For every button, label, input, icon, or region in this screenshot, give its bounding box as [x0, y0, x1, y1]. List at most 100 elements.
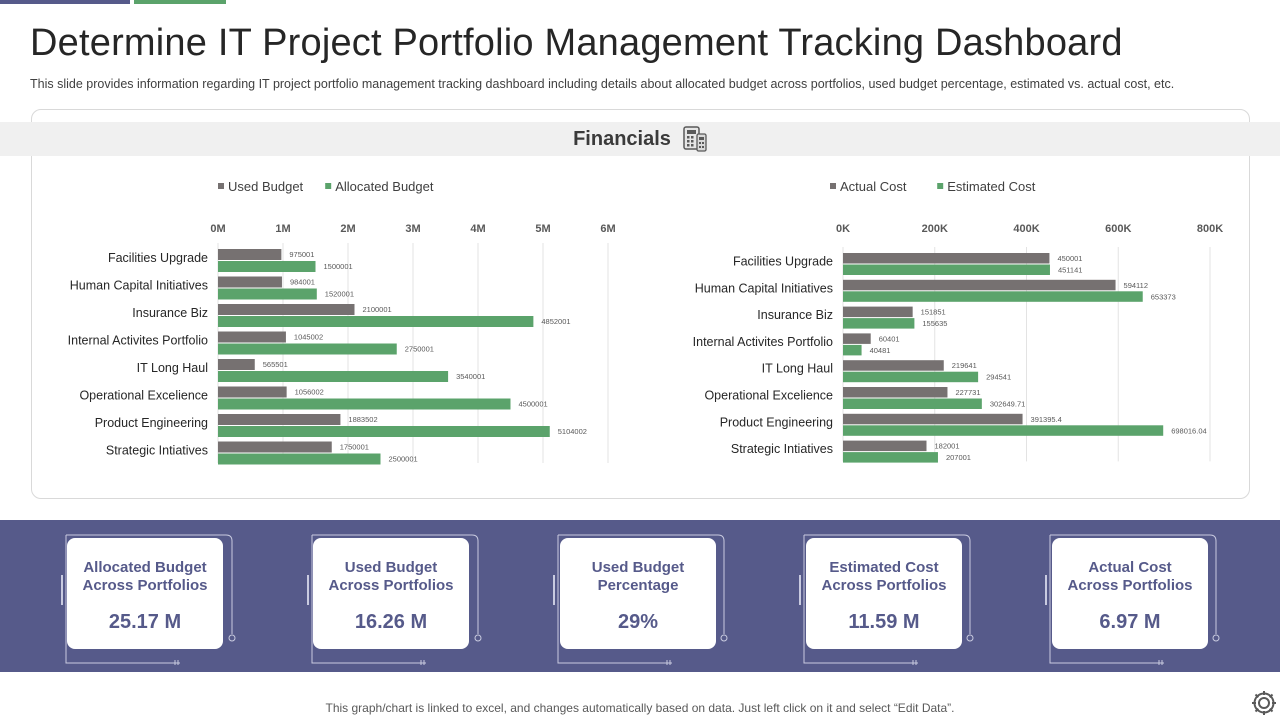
bar-used-budget	[218, 331, 286, 343]
data-label: 302649.71	[990, 400, 1025, 409]
tick-label: 0M	[210, 223, 225, 235]
data-label: 565501	[263, 360, 288, 369]
kpi-label: Estimated Cost Across Portfolios	[821, 559, 947, 594]
gear-icon[interactable]	[1249, 688, 1279, 723]
data-label: 1500001	[324, 262, 353, 271]
data-label: 1750001	[340, 443, 369, 452]
data-label: 207001	[946, 453, 971, 462]
data-label: 151851	[921, 308, 946, 317]
bar-allocated-budget	[218, 261, 316, 272]
tick-label: 400K	[1013, 223, 1039, 235]
kpi-value: 6.97 M	[1099, 611, 1161, 633]
bar-estimated-cost	[843, 291, 1143, 302]
calculator-icon	[683, 126, 707, 152]
bar-used-budget	[218, 441, 332, 453]
kpi-value: 25.17 M	[108, 611, 182, 633]
cost-bar-chart[interactable]: Actual Cost Estimated Cost 0K 200K 400K 600K 8…	[660, 170, 1240, 475]
bar-used-budget	[218, 414, 341, 425]
category-label: IT Long Haul	[137, 361, 208, 375]
bar-used-budget	[218, 359, 255, 370]
kpi-card-allocated-budget[interactable]: Allocated Budget Across Portfolios 25.17 …	[67, 538, 223, 649]
bar-actual-cost	[843, 306, 913, 318]
kpi-card-used-budget[interactable]: Used Budget Across Portfolios 16.26 M	[313, 538, 469, 649]
bar-actual-cost	[843, 360, 944, 371]
data-label: 450001	[1057, 254, 1082, 263]
bar-used-budget	[218, 249, 282, 260]
kpi-label: Allocated Budget Across Portfolios	[82, 559, 208, 594]
category-label: Insurance Biz	[757, 308, 833, 322]
tick-label: 1M	[275, 223, 290, 235]
data-label: 975001	[289, 250, 314, 259]
bar-allocated-budget	[218, 371, 449, 382]
legend-swatch	[218, 183, 224, 189]
budget-bar-chart[interactable]: Used Budget Allocated Budget 0M 1M 2M 3M 4M 5M 6…	[40, 170, 640, 475]
kpi-card-estimated-cost[interactable]: Estimated Cost Across Portfolios 11.59 M	[806, 538, 962, 649]
data-label: 4500001	[519, 400, 548, 409]
kpi-value: 16.26 M	[354, 611, 428, 633]
legend-swatch	[830, 183, 836, 189]
kpi-frame	[798, 530, 974, 666]
data-label: 2100001	[363, 305, 392, 314]
kpi-frame	[306, 530, 482, 666]
bar-allocated-budget	[218, 316, 534, 327]
category-label: Internal Activites Portfolio	[693, 335, 833, 349]
tick-label: 600K	[1105, 223, 1131, 235]
bar-estimated-cost	[843, 425, 1164, 436]
data-label: 2750001	[405, 345, 434, 354]
category-label: Strategic Intiatives	[731, 442, 833, 456]
category-label: Operational Excelience	[704, 389, 833, 403]
kpi-frame	[1044, 530, 1220, 666]
kpi-value: 29%	[617, 611, 659, 633]
data-label: 451141	[1058, 266, 1082, 275]
bar-allocated-budget	[218, 343, 397, 355]
top-accent-bar-green	[134, 0, 226, 4]
page-title: Determine IT Project Portfolio Managemen…	[30, 22, 1123, 64]
bar-estimated-cost	[843, 371, 979, 383]
footer-note: This graph/chart is linked to excel, and…	[325, 701, 955, 715]
bar-estimated-cost	[843, 318, 915, 329]
data-label: 1520001	[325, 290, 354, 299]
bar-used-budget	[218, 276, 282, 288]
legend-swatch	[325, 183, 332, 189]
bar-actual-cost	[843, 440, 927, 452]
data-label: 653373	[1151, 292, 1176, 301]
cost-chart-svg: Actual Cost Estimated Cost 0K 200K 400K 600K 8…	[693, 179, 1223, 463]
bar-estimated-cost	[843, 398, 982, 409]
legend-label: Used Budget	[228, 179, 304, 194]
data-label: 391395.4	[1031, 415, 1062, 424]
bar-allocated-budget	[218, 453, 381, 465]
bar-allocated-budget	[218, 426, 550, 437]
kpi-value: 11.59 M	[848, 611, 920, 633]
kpi-frame	[552, 530, 728, 666]
data-label: 1056002	[295, 388, 324, 397]
bar-used-budget	[218, 304, 355, 315]
page-subtitle: This slide provides information regardin…	[30, 77, 1175, 91]
data-label: 60401	[879, 334, 900, 343]
top-accent-bar	[0, 0, 130, 4]
data-label: 1045002	[294, 333, 323, 342]
legend-label: Estimated Cost	[947, 179, 1036, 194]
kpi-card-actual-cost[interactable]: Actual Cost Across Portfolios 6.97 M	[1052, 538, 1208, 649]
data-label: 155635	[922, 319, 947, 328]
category-label: Operational Excelience	[79, 389, 208, 403]
category-label: Insurance Biz	[132, 306, 208, 320]
bar-actual-cost	[843, 387, 948, 398]
category-label: Product Engineering	[720, 415, 833, 429]
data-label: 3540001	[456, 372, 485, 381]
data-label: 5104002	[558, 427, 587, 436]
legend-swatch	[937, 183, 944, 189]
bar-estimated-cost	[843, 452, 938, 463]
category-label: Product Engineering	[95, 416, 208, 430]
kpi-label: Actual Cost Across Portfolios	[1067, 559, 1193, 594]
tick-label: 5M	[535, 223, 550, 235]
kpi-label: Used Budget Across Portfolios	[328, 559, 454, 594]
legend-label: Allocated Budget	[335, 179, 434, 194]
tick-label: 6M	[600, 223, 615, 235]
bar-actual-cost	[843, 333, 871, 344]
bar-actual-cost	[843, 253, 1050, 264]
kpi-card-used-budget-percentage[interactable]: Used Budget Percentage 29%	[560, 538, 716, 649]
bar-used-budget	[218, 386, 287, 398]
tick-label: 200K	[922, 223, 948, 235]
bar-actual-cost	[843, 279, 1116, 291]
financials-header: Financials	[0, 122, 1280, 156]
